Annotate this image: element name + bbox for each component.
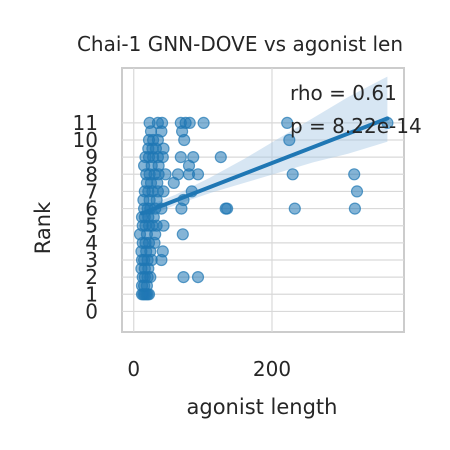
data-point xyxy=(157,142,170,155)
data-point xyxy=(214,151,227,164)
data-point xyxy=(348,202,361,215)
y-tick-label: 7 xyxy=(85,179,98,203)
data-point xyxy=(350,185,364,198)
y-tick-label: 1 xyxy=(85,282,98,306)
y-tick-label: 11 xyxy=(73,111,98,135)
plot-frame xyxy=(121,67,405,333)
data-point xyxy=(183,116,196,130)
data-point xyxy=(348,168,361,181)
data-point xyxy=(157,219,170,232)
data-point xyxy=(157,185,170,198)
data-point xyxy=(177,271,190,284)
data-point xyxy=(176,228,189,241)
data-point xyxy=(171,168,185,181)
data-point xyxy=(191,168,205,181)
chart-title: Chai-1 GNN-DOVE vs agonist len xyxy=(77,32,403,56)
data-point xyxy=(283,133,296,147)
annotation-rho: rho = 0.61 xyxy=(290,81,397,105)
y-tick-label: 2 xyxy=(85,265,98,289)
x-axis-label: agonist length xyxy=(187,395,338,419)
data-point xyxy=(197,116,210,130)
annotation-p: p = 8.22e-14 xyxy=(290,114,422,138)
trend-line xyxy=(140,116,390,216)
confidence-band xyxy=(142,76,388,219)
data-point xyxy=(191,271,205,284)
data-point xyxy=(288,202,301,215)
data-point xyxy=(286,168,299,181)
data-point xyxy=(187,151,200,164)
y-tick-label: 4 xyxy=(85,231,98,255)
data-point xyxy=(156,116,169,130)
data-point xyxy=(221,202,234,215)
data-point xyxy=(281,116,294,130)
y-tick-label: 10 xyxy=(73,128,98,152)
x-tick-label: 200 xyxy=(253,357,291,381)
y-tick-label: 8 xyxy=(85,162,98,186)
y-axis-label: Rank xyxy=(31,201,55,254)
data-point xyxy=(159,168,172,181)
y-tick-label: 9 xyxy=(85,145,98,169)
data-point xyxy=(156,245,169,258)
x-tick-label: 0 xyxy=(127,357,140,381)
data-point xyxy=(174,151,187,164)
y-tick-label: 6 xyxy=(85,197,98,221)
y-tick-label: 0 xyxy=(85,299,98,323)
y-tick-label: 5 xyxy=(85,214,98,238)
y-tick-label: 3 xyxy=(85,248,98,272)
